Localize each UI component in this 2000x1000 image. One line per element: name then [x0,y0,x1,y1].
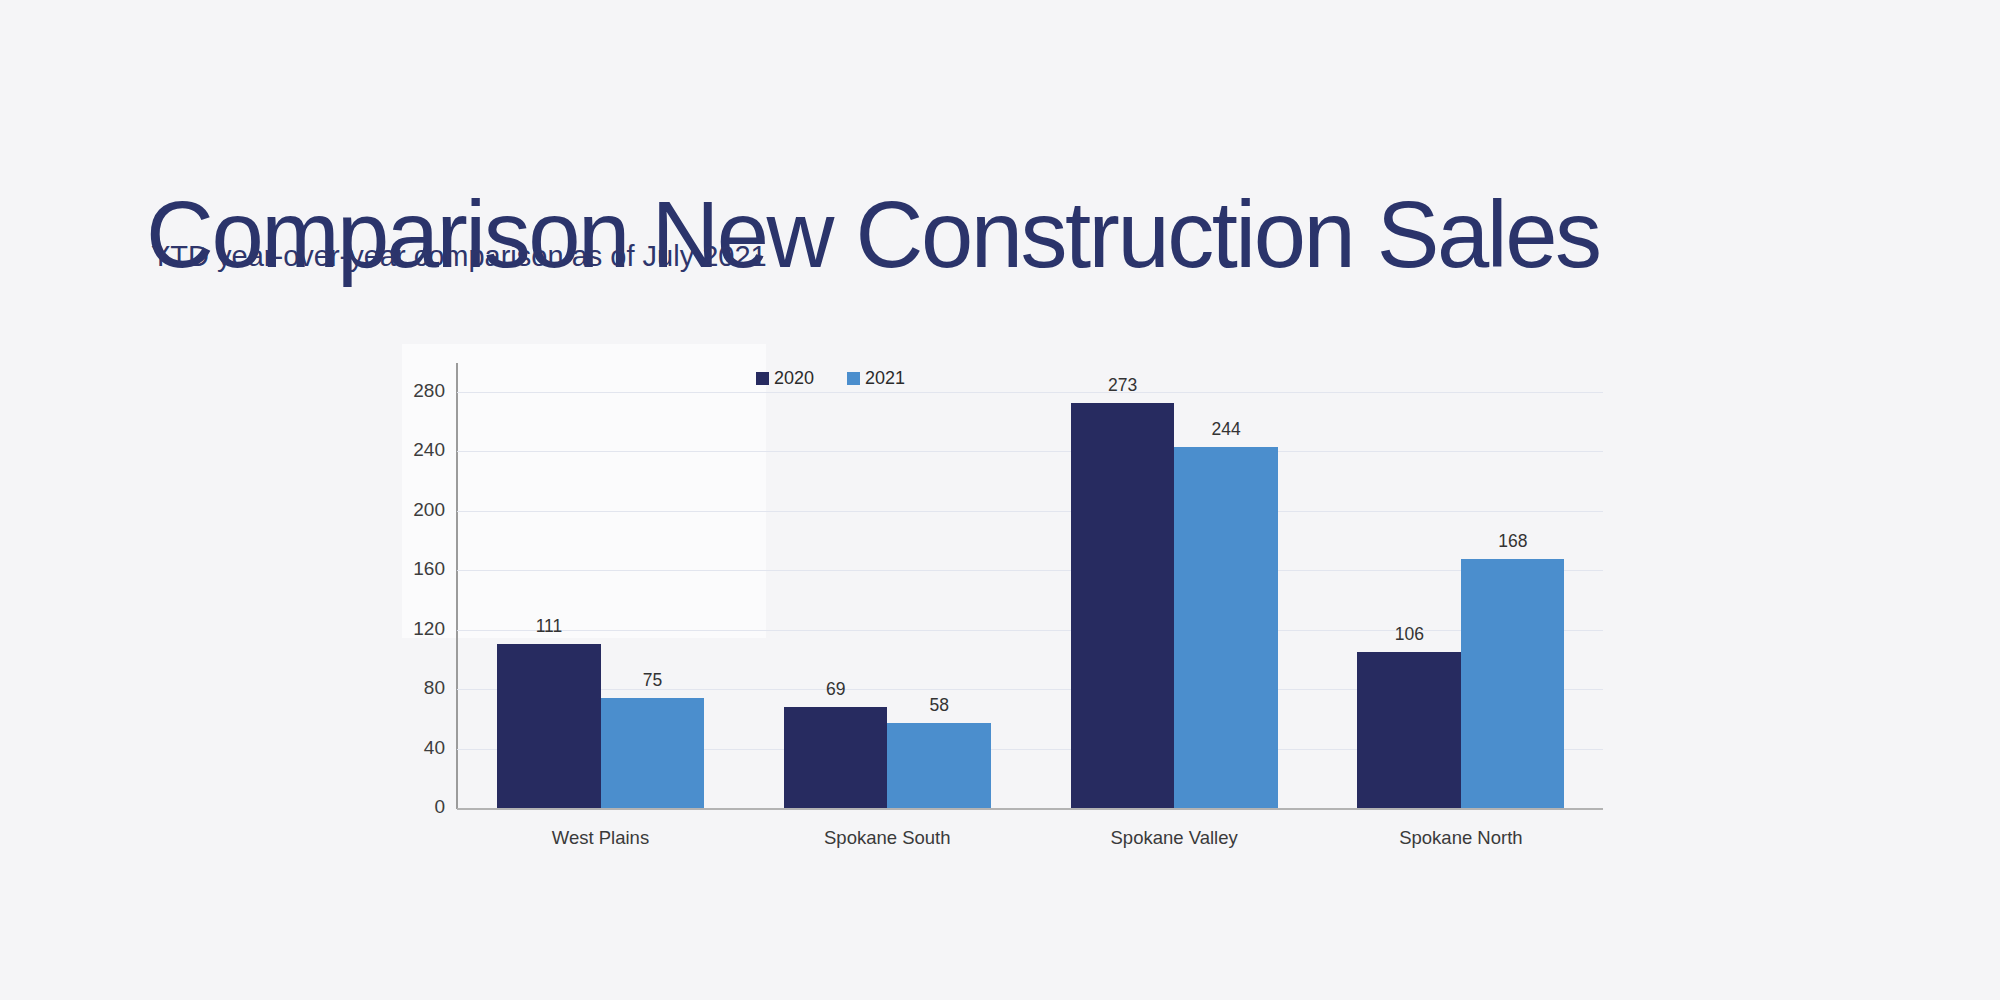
legend-swatch-2020 [756,372,769,385]
category-label-spokane-south: Spokane South [757,827,1017,849]
y-tick-0: 0 [375,796,445,818]
y-tick-160: 160 [375,558,445,580]
value-label-2020-west-plains: 111 [497,616,601,637]
y-tick-40: 40 [375,737,445,759]
chart-legend: 2020 2021 [756,368,905,389]
bar-2021-spokane-valley [1174,447,1278,810]
y-tick-120: 120 [375,618,445,640]
page-subtitle: YTD year-over-year comparison as of July… [151,240,767,273]
y-tick-280: 280 [375,380,445,402]
bar-2020-spokane-valley [1071,403,1175,809]
legend-item-2020: 2020 [756,368,814,389]
legend-label-2021: 2021 [865,368,905,389]
value-label-2020-spokane-north: 106 [1357,624,1461,645]
bar-2020-west-plains [497,644,601,809]
y-tick-240: 240 [375,439,445,461]
value-label-2020-spokane-south: 69 [784,679,888,700]
value-label-2020-spokane-valley: 273 [1071,375,1175,396]
category-label-spokane-valley: Spokane Valley [1044,827,1304,849]
legend-swatch-2021 [847,372,860,385]
slide: Comparison New Construction Sales YTD ye… [0,0,2000,1000]
bar-2021-spokane-south [887,723,991,809]
bar-2020-spokane-north [1357,652,1461,809]
category-label-spokane-north: Spokane North [1331,827,1591,849]
x-axis-line [457,808,1603,810]
legend-item-2021: 2021 [847,368,905,389]
y-tick-80: 80 [375,677,445,699]
gridline-240 [457,451,1603,452]
value-label-2021-spokane-valley: 244 [1174,419,1278,440]
y-tick-200: 200 [375,499,445,521]
gridline-160 [457,570,1603,571]
category-label-west-plains: West Plains [471,827,731,849]
bar-2020-spokane-south [784,707,888,810]
legend-label-2020: 2020 [774,368,814,389]
bar-2021-west-plains [601,698,705,809]
gridline-200 [457,511,1603,512]
chart-plot-area: 111 75 6958 273 244 106 168 [457,343,1603,809]
value-label-2021-west-plains: 75 [601,670,705,691]
value-label-2021-spokane-north: 168 [1461,531,1565,552]
bar-2021-spokane-north [1461,559,1565,809]
value-label-2021-spokane-south: 58 [887,695,991,716]
gridline-280 [457,392,1603,393]
